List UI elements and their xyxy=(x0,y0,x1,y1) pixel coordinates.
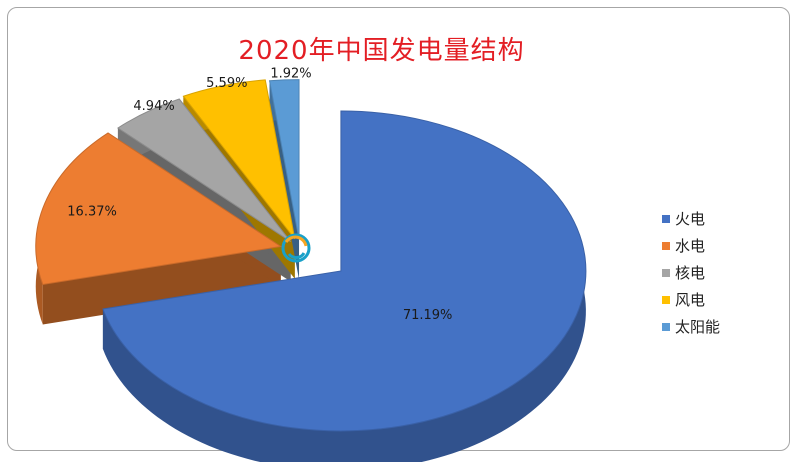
slice-solar xyxy=(268,79,300,240)
legend-label: 风电 xyxy=(675,291,706,309)
legend-label: 太阳能 xyxy=(675,318,721,336)
chart-title-wrap: 2020年中国发电量结构 xyxy=(0,30,803,67)
legend-item-wind: 风电 xyxy=(662,287,720,312)
slice-wind xyxy=(182,79,296,240)
legend-label: 水电 xyxy=(675,237,706,255)
data-label-wind: 5.59% xyxy=(206,76,247,91)
legend-item-nuclear: 核电 xyxy=(662,260,720,285)
legend-label: 核电 xyxy=(675,264,706,282)
legend: 火电 水电 核电 风电 太阳能 xyxy=(662,206,720,341)
data-label-solar: 1.92% xyxy=(270,66,311,81)
legend-swatch xyxy=(662,295,670,304)
slice-nuclear xyxy=(117,98,292,242)
chart-title: 2020年中国发电量结构 xyxy=(238,36,525,66)
legend-item-hydro: 水电 xyxy=(662,233,720,258)
legend-item-fire: 火电 xyxy=(662,206,720,231)
data-labels: 71.19% 16.37% 4.94% 5.59% 1.92% xyxy=(67,66,452,323)
legend-swatch xyxy=(662,241,670,250)
slice-fire xyxy=(102,110,587,432)
watermark-logo xyxy=(281,233,311,263)
legend-item-solar: 太阳能 xyxy=(662,314,720,339)
legend-swatch xyxy=(662,214,670,223)
legend-swatch xyxy=(662,322,670,331)
data-label-hydro: 16.37% xyxy=(67,204,117,219)
data-label-nuclear: 4.94% xyxy=(133,99,174,114)
data-label-fire: 71.19% xyxy=(403,308,453,323)
slice-tops xyxy=(35,79,587,432)
slice-hydro xyxy=(35,132,283,286)
legend-label: 火电 xyxy=(675,210,706,228)
legend-swatch xyxy=(662,268,670,277)
